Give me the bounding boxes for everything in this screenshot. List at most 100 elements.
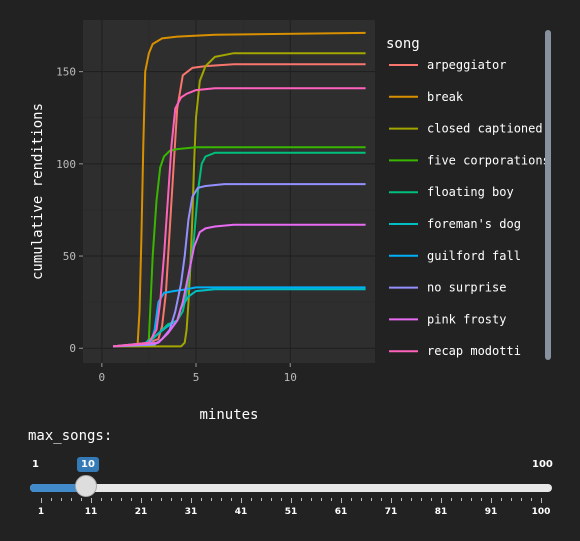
slider-minor-tick bbox=[511, 498, 512, 501]
slider-label: max_songs: bbox=[28, 428, 113, 444]
slider-grid-label: 31 bbox=[184, 507, 198, 517]
slider-grid-label: 21 bbox=[134, 507, 148, 517]
slider-minor-tick bbox=[421, 498, 422, 501]
slider-minor-tick bbox=[171, 498, 172, 501]
slider-minor-tick bbox=[481, 498, 482, 501]
slider-max-label: 100 bbox=[532, 459, 553, 470]
slider-minor-tick bbox=[111, 498, 112, 501]
slider-grid-label: 100 bbox=[531, 507, 551, 517]
slider-value-badge: 10 bbox=[77, 457, 99, 472]
slider-minor-tick bbox=[331, 498, 332, 501]
slider-major-tick bbox=[191, 498, 192, 503]
slider-minor-tick bbox=[521, 498, 522, 501]
slider-major-tick bbox=[341, 498, 342, 503]
legend-item-label: arpeggiator bbox=[427, 58, 506, 72]
slider-grid-label: 61 bbox=[334, 507, 348, 517]
slider-minor-tick bbox=[81, 498, 82, 501]
x-tick-label: 5 bbox=[193, 371, 200, 384]
plot-panel bbox=[83, 20, 375, 363]
slider-minor-tick bbox=[181, 498, 182, 501]
slider-major-tick bbox=[91, 498, 92, 503]
slider-major-tick bbox=[391, 498, 392, 503]
slider-minor-tick bbox=[221, 498, 222, 501]
y-axis-label: cumulative renditions bbox=[30, 103, 46, 280]
series-line bbox=[113, 52, 366, 348]
legend-item-label: foreman's dog bbox=[427, 217, 521, 231]
legend-item-label: recap modotti bbox=[427, 344, 521, 358]
slider-major-tick bbox=[541, 498, 542, 503]
slider-minor-tick bbox=[121, 498, 122, 501]
slider-grid-label: 11 bbox=[84, 507, 98, 517]
slider-minor-tick bbox=[381, 498, 382, 501]
slider-minor-tick bbox=[131, 498, 132, 501]
slider-minor-tick bbox=[61, 498, 62, 501]
slider-minor-tick bbox=[231, 498, 232, 501]
series-line bbox=[113, 31, 366, 348]
slider-minor-tick bbox=[461, 498, 462, 501]
series-lines bbox=[112, 31, 366, 348]
slider-minor-tick bbox=[71, 498, 72, 501]
slider-minor-tick bbox=[401, 498, 402, 501]
legend-item-label: floating boy bbox=[427, 185, 514, 199]
slider-minor-tick bbox=[501, 498, 502, 501]
slider-minor-tick bbox=[251, 498, 252, 501]
slider-grid-label: 1 bbox=[37, 507, 45, 517]
legend-item-label: break bbox=[427, 90, 464, 104]
slider-minor-tick bbox=[321, 498, 322, 501]
slider-major-tick bbox=[291, 498, 292, 503]
series-line bbox=[113, 223, 366, 348]
slider-minor-tick bbox=[531, 498, 532, 501]
legend-item-label: guilford fall bbox=[427, 249, 521, 263]
legend-item-label: five corporations bbox=[427, 153, 550, 167]
legend: arpeggiator break closed captioned five cor… bbox=[389, 58, 550, 358]
slider-major-tick bbox=[241, 498, 242, 503]
y-tick-label: 150 bbox=[56, 66, 76, 79]
slider-minor-tick bbox=[371, 498, 372, 501]
slider-minor-tick bbox=[261, 498, 262, 501]
slider-minor-tick bbox=[51, 498, 52, 501]
grid-lines bbox=[83, 20, 375, 363]
slider-fill bbox=[30, 484, 87, 492]
y-tick-label: 100 bbox=[56, 158, 76, 171]
slider-minor-tick bbox=[271, 498, 272, 501]
slider-handle[interactable] bbox=[75, 475, 98, 497]
series-line bbox=[112, 87, 366, 348]
y-tick-label: 0 bbox=[69, 342, 76, 355]
slider-grid-label: 41 bbox=[234, 507, 248, 517]
slider-grid-label: 91 bbox=[484, 507, 498, 517]
slider-min-label: 1 bbox=[32, 459, 39, 470]
legend-item-label: pink frosty bbox=[427, 312, 506, 326]
slider-minor-tick bbox=[301, 498, 302, 501]
legend-item-label: no surprise bbox=[427, 281, 506, 295]
slider-minor-tick bbox=[201, 498, 202, 501]
slider-minor-tick bbox=[471, 498, 472, 501]
legend-scrollbar[interactable] bbox=[545, 30, 551, 360]
slider-minor-tick bbox=[161, 498, 162, 501]
slider-minor-tick bbox=[431, 498, 432, 501]
y-tick-label: 50 bbox=[63, 250, 76, 263]
slider-minor-tick bbox=[411, 498, 412, 501]
slider-major-tick bbox=[441, 498, 442, 503]
slider-minor-tick bbox=[351, 498, 352, 501]
x-tick-label: 10 bbox=[284, 371, 297, 384]
legend-item-label: closed captioned bbox=[427, 122, 543, 136]
slider-grid-label: 51 bbox=[284, 507, 298, 517]
slider-minor-tick bbox=[101, 498, 102, 501]
slider-grid-label: 71 bbox=[384, 507, 398, 517]
slider-minor-tick bbox=[281, 498, 282, 501]
slider-major-tick bbox=[491, 498, 492, 503]
slider-minor-tick bbox=[451, 498, 452, 501]
slider-grid-label: 81 bbox=[434, 507, 448, 517]
x-tick-label: 0 bbox=[99, 371, 106, 384]
slider-major-tick bbox=[41, 498, 42, 503]
slider-minor-tick bbox=[211, 498, 212, 501]
slider-minor-tick bbox=[311, 498, 312, 501]
legend-title: song bbox=[386, 36, 420, 52]
slider-minor-tick bbox=[361, 498, 362, 501]
x-axis-label: minutes bbox=[199, 407, 258, 423]
slider-minor-tick bbox=[151, 498, 152, 501]
slider-major-tick bbox=[141, 498, 142, 503]
slider-track[interactable] bbox=[30, 484, 552, 492]
